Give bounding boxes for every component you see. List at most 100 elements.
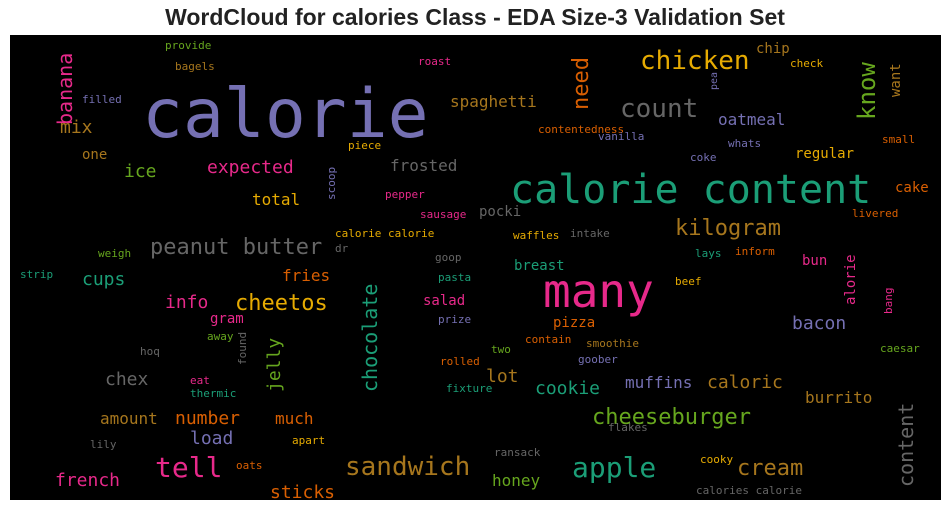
word-contain: contain (525, 333, 571, 346)
chart-title: WordCloud for calories Class - EDA Size-… (165, 4, 785, 30)
word-check: check (790, 57, 823, 70)
word-cheetos: cheetos (235, 291, 328, 316)
word-salad: salad (423, 293, 465, 309)
word-sticks: sticks (270, 482, 335, 500)
word-one: one (82, 147, 107, 163)
word-bang: bang (882, 288, 895, 315)
word-eat: eat (190, 374, 210, 387)
word-inform: inform (735, 245, 775, 258)
word-calories-calorie: calories calorie (696, 484, 802, 497)
word-jelly: jelly (264, 338, 285, 392)
word-waffles: waffles (513, 229, 559, 242)
word-alorie: alorie (843, 254, 859, 305)
word-cups: cups (82, 269, 125, 290)
word-bagels: bagels (175, 60, 215, 73)
word-hoq: hoq (140, 345, 160, 358)
word-pea: pea (709, 72, 720, 90)
word-provide: provide (165, 39, 211, 52)
word-fixture: fixture (446, 382, 492, 395)
word-pocki: pocki (479, 204, 521, 220)
word-pasta: pasta (438, 271, 471, 284)
word-pizza: pizza (553, 315, 595, 331)
word-sausage: sausage (420, 208, 466, 221)
word-piece: piece (348, 139, 381, 152)
word-expected: expected (207, 157, 294, 178)
word-much: much (275, 409, 314, 428)
word-chicken: chicken (640, 46, 750, 76)
word-small: small (882, 133, 915, 146)
word-kilogram: kilogram (675, 216, 781, 241)
word-two: two (491, 343, 511, 356)
word-calorie: calorie (142, 75, 429, 154)
word-cookie: cookie (535, 378, 600, 399)
word-sandwich: sandwich (345, 452, 470, 482)
word-frosted: frosted (390, 156, 457, 175)
word-ice: ice (124, 161, 157, 182)
word-roast: roast (418, 55, 451, 68)
word-vanilla: vanilla (598, 130, 644, 143)
word-apart: apart (292, 434, 325, 447)
word-load: load (190, 428, 233, 449)
word-want: want (888, 63, 904, 97)
word-lot: lot (486, 366, 519, 387)
word-amount: amount (100, 409, 158, 428)
word-fries: fries (282, 266, 330, 285)
word-contentedness: contentedness (538, 123, 624, 136)
word-goop: goop (435, 251, 462, 264)
word-filled: filled (82, 93, 122, 106)
word-livered: livered (852, 207, 898, 220)
word-lily: lily (90, 438, 117, 451)
word-muffins: muffins (625, 373, 692, 392)
word-pepper: pepper (385, 188, 425, 201)
word-calorie-calorie: calorie calorie (335, 227, 434, 240)
wordcloud-svg: calorie calorie content many chicken count kn… (20, 39, 929, 500)
word-cream: cream (737, 456, 803, 481)
word-prize: prize (438, 313, 471, 326)
word-apple: apple (572, 451, 656, 484)
word-whats: whats (728, 137, 761, 150)
word-regular: regular (795, 146, 854, 162)
word-scoop: scoop (325, 167, 338, 200)
word-cheeseburger: cheeseburger (592, 405, 751, 430)
word-many: many (543, 264, 654, 318)
word-strip: strip (20, 268, 53, 281)
word-rolled: rolled (440, 355, 480, 368)
word-calorie-content: calorie content (510, 167, 871, 213)
word-dr: dr (335, 242, 349, 255)
word-caesar: caesar (880, 342, 920, 355)
word-weigh: weigh (98, 247, 131, 260)
word-smoothie: smoothie (586, 337, 639, 350)
word-banana: banana (53, 53, 77, 125)
word-lays: lays (695, 247, 722, 260)
word-bun: bun (802, 253, 827, 269)
word-ransack: ransack (494, 446, 541, 459)
word-tell: tell (155, 451, 222, 484)
word-beef: beef (675, 275, 702, 288)
word-number: number (175, 408, 240, 429)
word-breast: breast (514, 258, 565, 274)
word-oatmeal: oatmeal (718, 110, 785, 129)
word-gram: gram (210, 311, 244, 327)
word-spaghetti: spaghetti (450, 92, 537, 111)
word-know: know (853, 62, 881, 120)
word-bacon: bacon (792, 313, 846, 334)
word-need: need (569, 57, 594, 110)
word-chex: chex (105, 369, 149, 390)
word-content: content (894, 403, 918, 487)
word-oats: oats (236, 459, 263, 472)
word-cooky: cooky (700, 453, 733, 466)
word-intake: intake (570, 227, 610, 240)
word-caloric: caloric (707, 372, 783, 393)
word-away: away (207, 330, 234, 343)
word-goober: goober (578, 353, 618, 366)
word-chip: chip (756, 41, 790, 57)
word-count: count (620, 94, 698, 124)
word-mix: mix (60, 117, 93, 138)
word-burrito: burrito (805, 388, 872, 407)
word-found: found (236, 332, 249, 365)
word-coke: coke (690, 151, 717, 164)
word-total: total (252, 190, 300, 209)
word-peanut-butter: peanut butter (150, 235, 322, 260)
word-cake: cake (895, 180, 929, 196)
word-honey: honey (492, 471, 541, 490)
